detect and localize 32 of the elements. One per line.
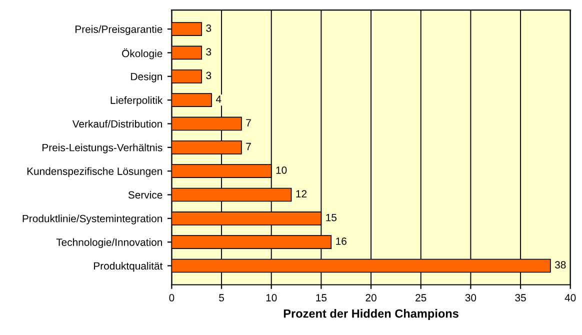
x-tick-label: 35 xyxy=(515,294,526,302)
data-label: 12 xyxy=(296,190,307,198)
data-label: 4 xyxy=(216,96,222,103)
y-tick-label: Produktlinie/Systemintegration xyxy=(22,214,162,224)
data-label: 7 xyxy=(246,119,251,126)
data-label: 16 xyxy=(336,238,346,245)
x-tick-label: 5 xyxy=(219,294,224,302)
y-tick-label: Design xyxy=(131,72,162,82)
data-label: 15 xyxy=(326,214,337,222)
x-tick-label: 20 xyxy=(366,294,376,302)
x-tick-label: 40 xyxy=(564,294,576,302)
y-tick-label: Verkauf/Distribution xyxy=(72,120,162,128)
data-label: 7 xyxy=(246,142,251,150)
data-label: 10 xyxy=(276,166,287,174)
data-label: 3 xyxy=(206,24,212,32)
y-tick-label: Service xyxy=(128,190,162,199)
y-tick-label: Preis/Preisgarantie xyxy=(76,25,162,35)
y-tick-label: Technologie/Innovation xyxy=(56,238,162,248)
x-tick-label: 0 xyxy=(169,294,174,302)
x-tick-label: 15 xyxy=(316,294,327,302)
y-tick-label: Produktqualität xyxy=(94,262,163,272)
data-label: 3 xyxy=(206,72,212,80)
data-label: 38 xyxy=(554,261,566,269)
y-tick-label: Lieferpolitik xyxy=(110,96,163,106)
y-tick-label: Ökologie xyxy=(122,48,162,60)
y-tick-label: Kundenspezifische Lösungen xyxy=(27,167,162,178)
x-axis-title: Prozent der Hidden Champions xyxy=(284,309,458,320)
x-tick-label: 25 xyxy=(416,294,426,302)
x-tick-label: 10 xyxy=(266,294,277,302)
y-tick-label: Preis-Leistungs-Verhältnis xyxy=(42,144,162,154)
x-tick-label: 30 xyxy=(465,294,476,302)
data-label: 3 xyxy=(206,48,212,56)
